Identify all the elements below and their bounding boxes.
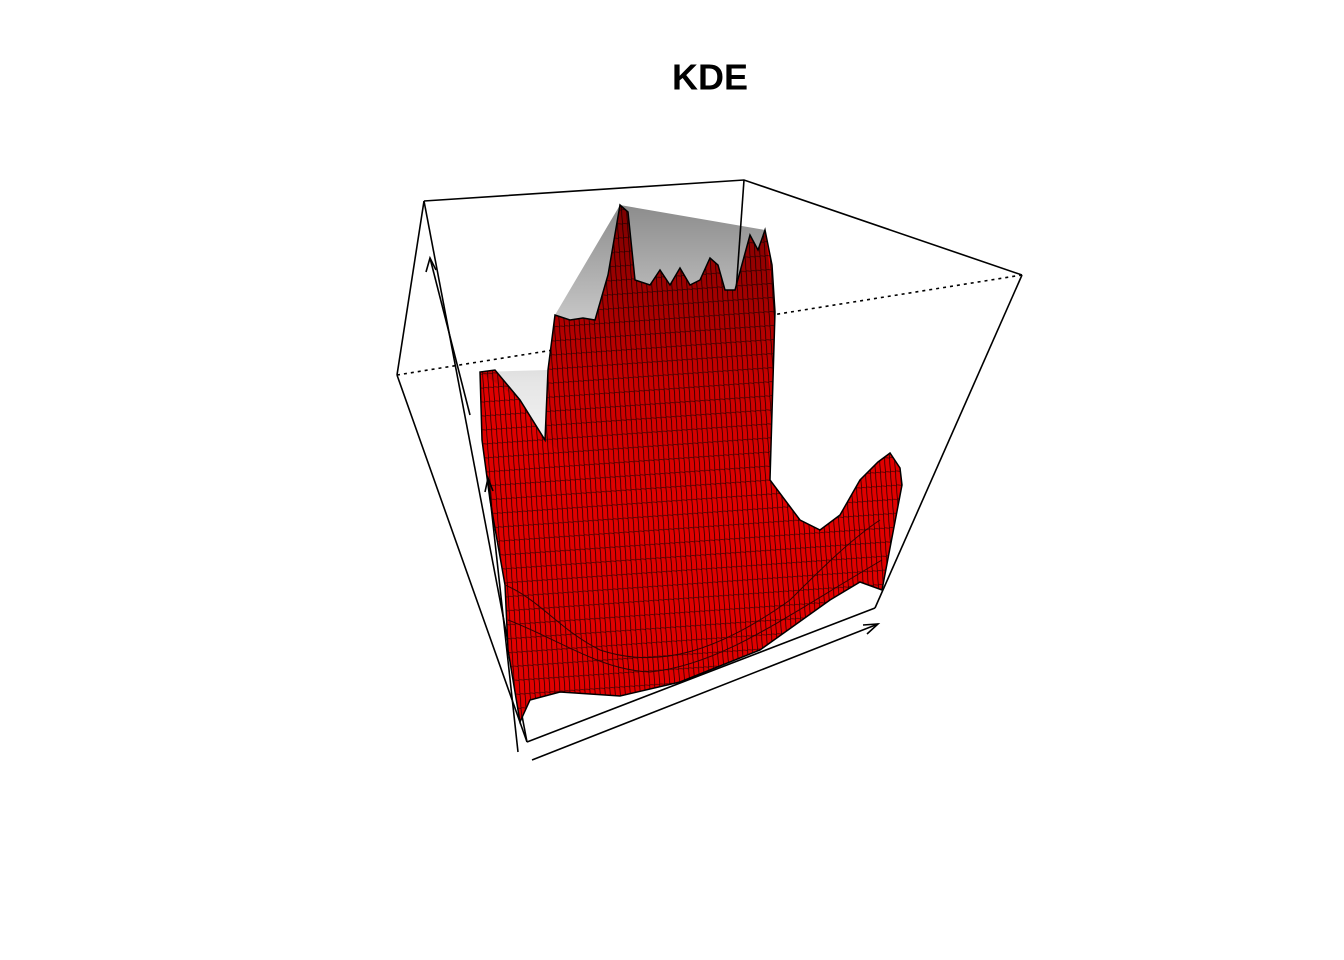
box-edge	[396, 200, 425, 376]
surface-shade	[480, 205, 775, 500]
axis-arrows	[425, 255, 881, 761]
box-edge	[874, 274, 1023, 609]
surface	[479, 203, 903, 725]
y-axis-arrow	[487, 477, 519, 753]
box-edge	[396, 374, 528, 743]
surface-contour	[504, 519, 881, 659]
z-axis-arrow	[429, 257, 471, 416]
arrow-head	[484, 475, 494, 493]
surface-contour	[507, 559, 883, 673]
x-axis-arrow	[531, 623, 879, 761]
arrow-head	[425, 255, 437, 273]
box	[396, 179, 1023, 743]
box-edge	[526, 607, 876, 743]
arrow-head	[862, 623, 881, 635]
chart-title: KDE	[672, 57, 748, 98]
